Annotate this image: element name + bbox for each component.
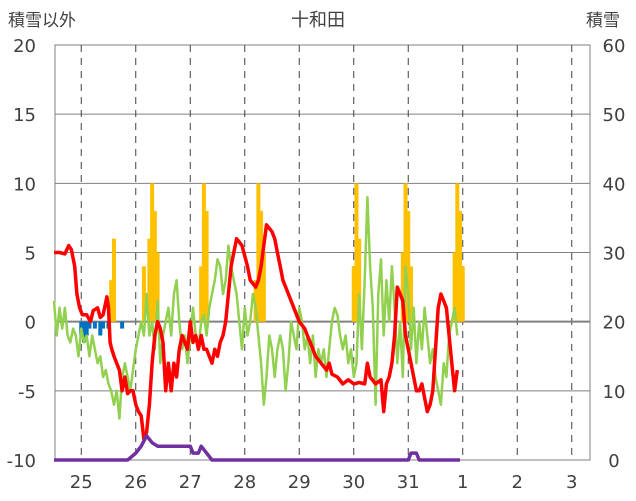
precipitation-bar	[204, 211, 209, 322]
left-tick-label: 20	[13, 36, 36, 57]
precipitation-bar	[458, 211, 463, 322]
precipitation-bar	[354, 183, 359, 322]
day-tick-label: 30	[342, 472, 365, 493]
negative-bar	[84, 321, 89, 336]
left-axis-label: 積雪以外	[8, 11, 76, 31]
day-tick-label: 2	[512, 472, 523, 493]
precipitation-bar	[406, 211, 411, 322]
right-axis-label: 積雪	[586, 11, 620, 31]
temperature-line	[54, 223, 460, 442]
day-tick-label: 26	[124, 472, 147, 493]
negative-bar	[87, 321, 92, 329]
right-tick-label: 10	[603, 382, 626, 403]
precipitation-bar	[460, 266, 465, 322]
negative-bar	[92, 321, 97, 329]
precipitation-bar	[351, 266, 356, 322]
negative-bar	[101, 321, 106, 329]
precipitation-bar	[155, 252, 160, 322]
precipitation-bar	[357, 238, 362, 322]
left-tick-label: 10	[13, 174, 36, 195]
right-tick-label: 20	[603, 313, 626, 334]
right-tick-label: 40	[603, 174, 626, 195]
precipitation-bar	[452, 252, 457, 322]
snow_depth-line	[54, 434, 460, 462]
left-tick-label: -5	[18, 382, 36, 403]
precipitation-bar	[253, 280, 258, 322]
left-tick-label: 0	[25, 313, 36, 334]
day-tick-label: 3	[566, 472, 577, 493]
precipitation-bar	[455, 183, 460, 322]
precipitation-bar	[199, 266, 204, 322]
right-tick-label: 50	[603, 105, 626, 126]
precipitation-bar	[152, 211, 157, 322]
day-tick-label: 25	[70, 472, 93, 493]
precipitation-bar	[109, 280, 114, 322]
left-tick-label: 15	[13, 105, 36, 126]
right-tick-label: 0	[608, 451, 619, 472]
precipitation-bar	[111, 238, 116, 322]
day-tick-label: 29	[288, 472, 311, 493]
grid-lines	[55, 44, 590, 461]
negative-bar	[98, 321, 103, 336]
day-tick-label: 27	[179, 472, 202, 493]
negative-bar	[120, 321, 125, 329]
day-tick-label: 1	[457, 472, 468, 493]
right-tick-label: 60	[603, 36, 626, 57]
precipitation-bar	[403, 183, 408, 322]
precipitation-bar	[408, 266, 413, 322]
left-tick-label: -10	[7, 451, 36, 472]
right-tick-label: 30	[603, 244, 626, 265]
precipitation-bar	[261, 252, 266, 322]
negative-bar	[81, 321, 86, 343]
precipitation-bar	[141, 266, 146, 322]
series-lines	[52, 195, 460, 462]
left-tick-label: 5	[25, 244, 36, 265]
precipitation-bar	[400, 252, 405, 322]
day-tick-label: 31	[397, 472, 420, 493]
precipitation-bar	[201, 183, 206, 322]
precipitation-bar	[147, 238, 152, 322]
precipitation-bar	[150, 183, 155, 322]
chart-title: 十和田	[291, 10, 345, 31]
day-tick-label: 28	[233, 472, 256, 493]
precipitation-bar	[256, 183, 261, 322]
plot-area	[52, 44, 591, 462]
